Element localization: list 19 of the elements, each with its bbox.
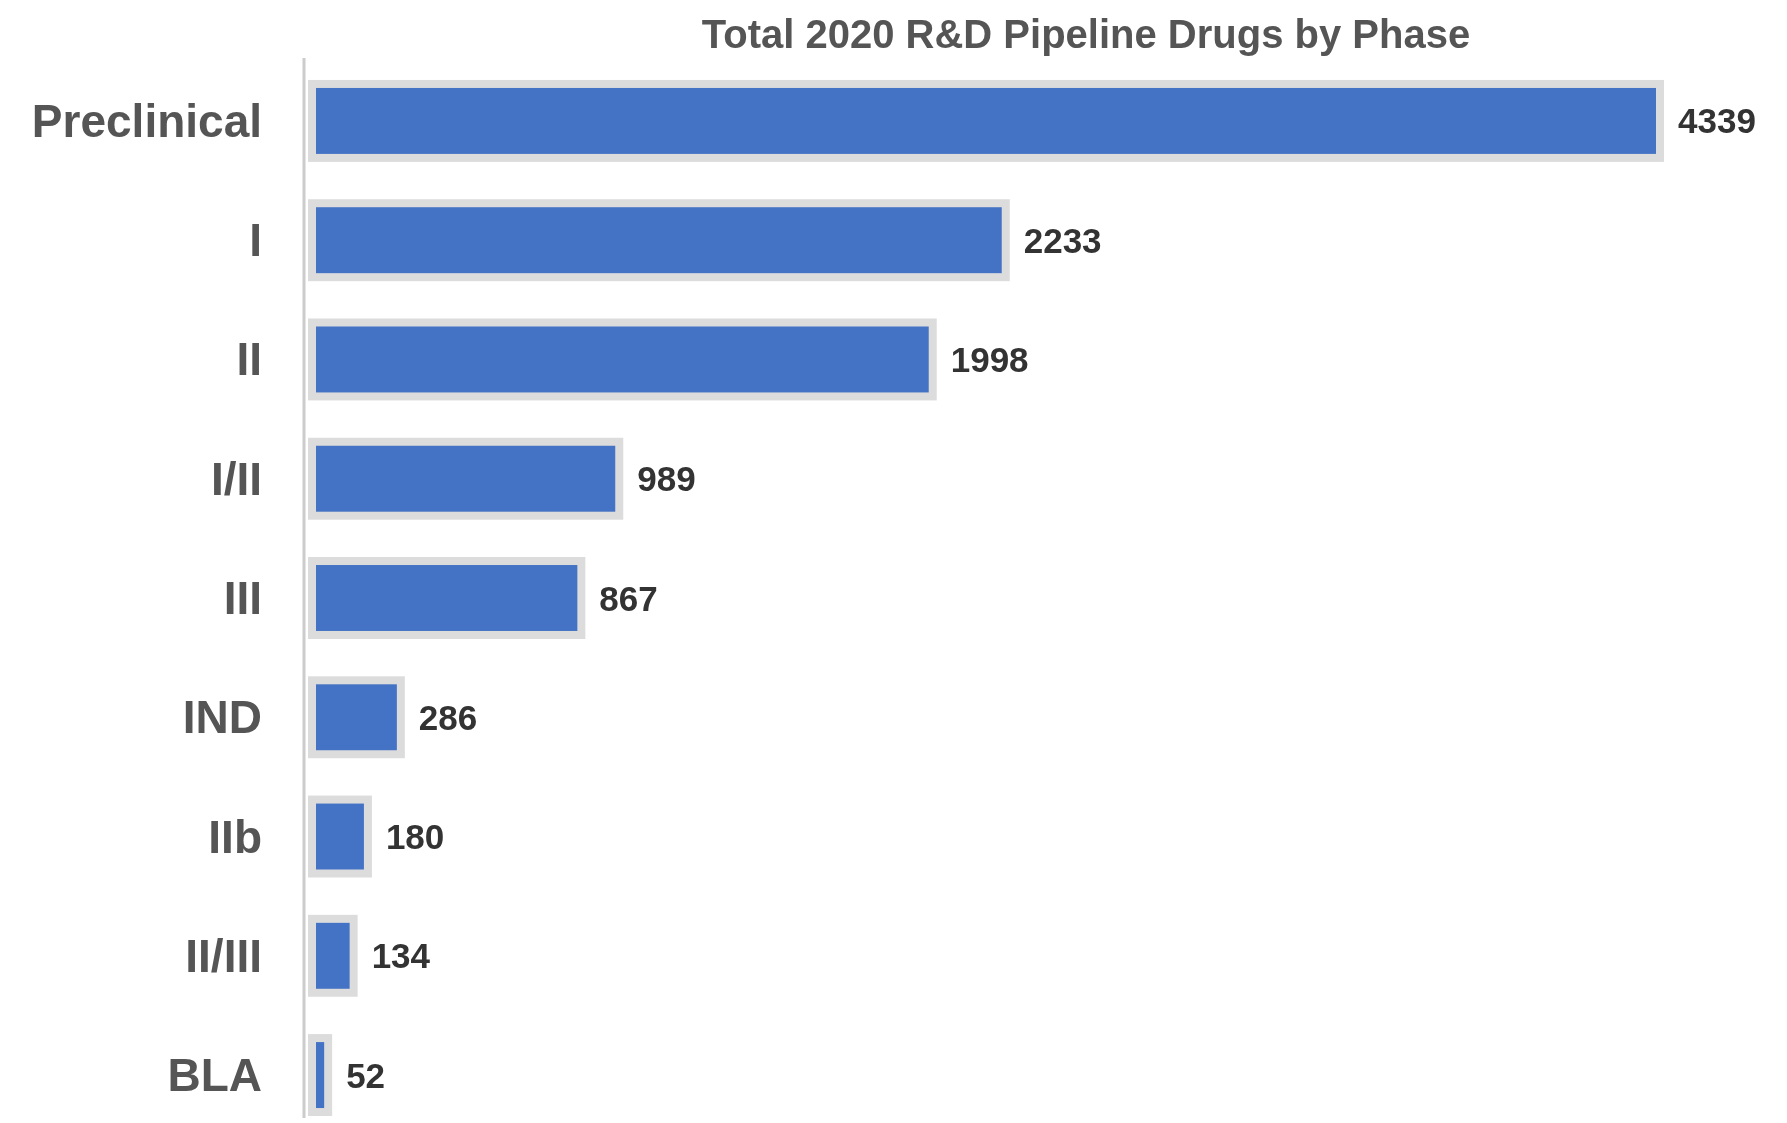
data-label: 989 — [637, 459, 696, 499]
data-label: 2233 — [1023, 220, 1102, 260]
y-tick-label: II — [236, 333, 262, 386]
data-label: 180 — [385, 817, 445, 857]
y-tick-label: IIb — [208, 810, 262, 863]
data-label: 1998 — [950, 339, 1029, 379]
y-tick-label: II/III — [185, 929, 262, 982]
chart-title: Total 2020 R&D Pipeline Drugs by Phase — [701, 12, 1471, 56]
data-label: 52 — [346, 1055, 386, 1095]
y-tick-label: Preclinical — [31, 94, 262, 147]
data-label: 867 — [599, 578, 658, 618]
data-label: 134 — [371, 936, 431, 976]
data-label: 286 — [418, 697, 478, 737]
y-tick-label: I — [249, 214, 262, 267]
y-tick-label: IND — [182, 691, 262, 744]
data-label: 4339 — [1678, 101, 1756, 141]
y-tick-label: III — [223, 572, 262, 624]
y-tick-label: I/II — [210, 452, 262, 505]
y-tick-label: BLA — [167, 1049, 262, 1102]
